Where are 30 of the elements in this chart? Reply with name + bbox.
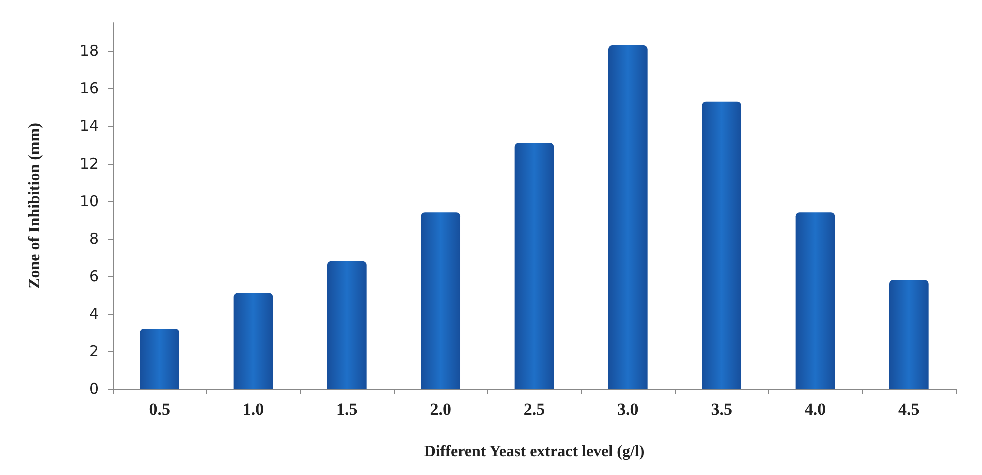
bar bbox=[140, 328, 180, 389]
bar bbox=[234, 293, 274, 389]
x-tick-label: 0.5 bbox=[149, 400, 170, 419]
x-tick-label: 2.5 bbox=[524, 400, 546, 419]
y-tick-label: 10 bbox=[80, 192, 99, 210]
x-tick-label: 3.5 bbox=[711, 400, 732, 419]
x-axis-title: Different Yeast extract level (g/l) bbox=[424, 444, 645, 460]
x-tick-label: 4.5 bbox=[898, 400, 920, 419]
x-tick-label: 4.0 bbox=[804, 400, 826, 419]
y-tick-label: 2 bbox=[89, 342, 99, 360]
y-tick-label: 18 bbox=[80, 42, 99, 60]
y-tick-label: 4 bbox=[89, 304, 99, 323]
y-tick-label: 12 bbox=[80, 154, 99, 173]
y-tick-label: 0 bbox=[89, 380, 99, 398]
x-tick-label: 2.0 bbox=[430, 400, 452, 419]
y-tick-label: 8 bbox=[89, 230, 99, 248]
bar bbox=[421, 212, 461, 389]
x-tick-label: 3.0 bbox=[618, 400, 639, 419]
bar bbox=[796, 212, 836, 389]
y-tick-label: 14 bbox=[80, 117, 99, 136]
x-tick-label: 1.5 bbox=[336, 400, 358, 419]
x-tick-label: 1.0 bbox=[242, 400, 264, 419]
bar bbox=[327, 261, 367, 389]
bar bbox=[702, 102, 742, 389]
bar bbox=[514, 143, 554, 389]
bar bbox=[608, 46, 648, 389]
y-tick-label: 16 bbox=[80, 80, 99, 98]
y-axis-title: Zone of Inhibition (mm) bbox=[26, 123, 44, 289]
y-tick-label: 6 bbox=[89, 267, 99, 286]
bar bbox=[889, 280, 929, 389]
